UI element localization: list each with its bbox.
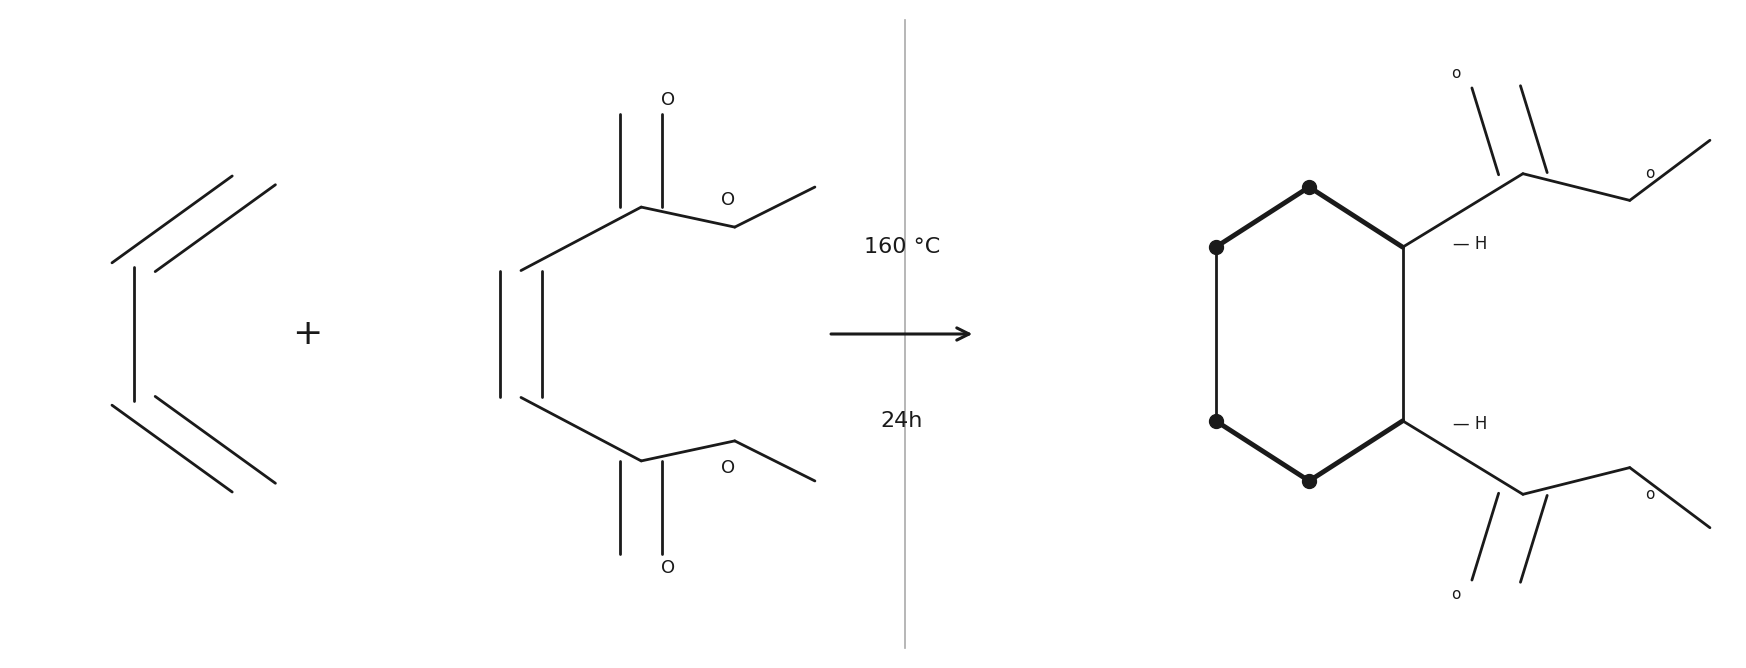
Point <box>1296 182 1323 192</box>
Text: +: + <box>292 317 323 351</box>
Text: O: O <box>721 459 735 476</box>
Text: O: O <box>721 192 735 209</box>
Point <box>1201 415 1229 426</box>
Text: 24h: 24h <box>880 411 924 431</box>
Text: o: o <box>1645 487 1655 502</box>
Text: o: o <box>1451 587 1461 602</box>
Point <box>1201 242 1229 253</box>
Point <box>1296 476 1323 486</box>
Text: O: O <box>662 92 676 109</box>
Text: 160 °C: 160 °C <box>864 237 939 257</box>
Text: o: o <box>1645 166 1655 181</box>
Text: — H: — H <box>1453 415 1488 433</box>
Text: o: o <box>1451 66 1461 81</box>
Text: — H: — H <box>1453 235 1488 253</box>
Text: O: O <box>662 559 676 576</box>
